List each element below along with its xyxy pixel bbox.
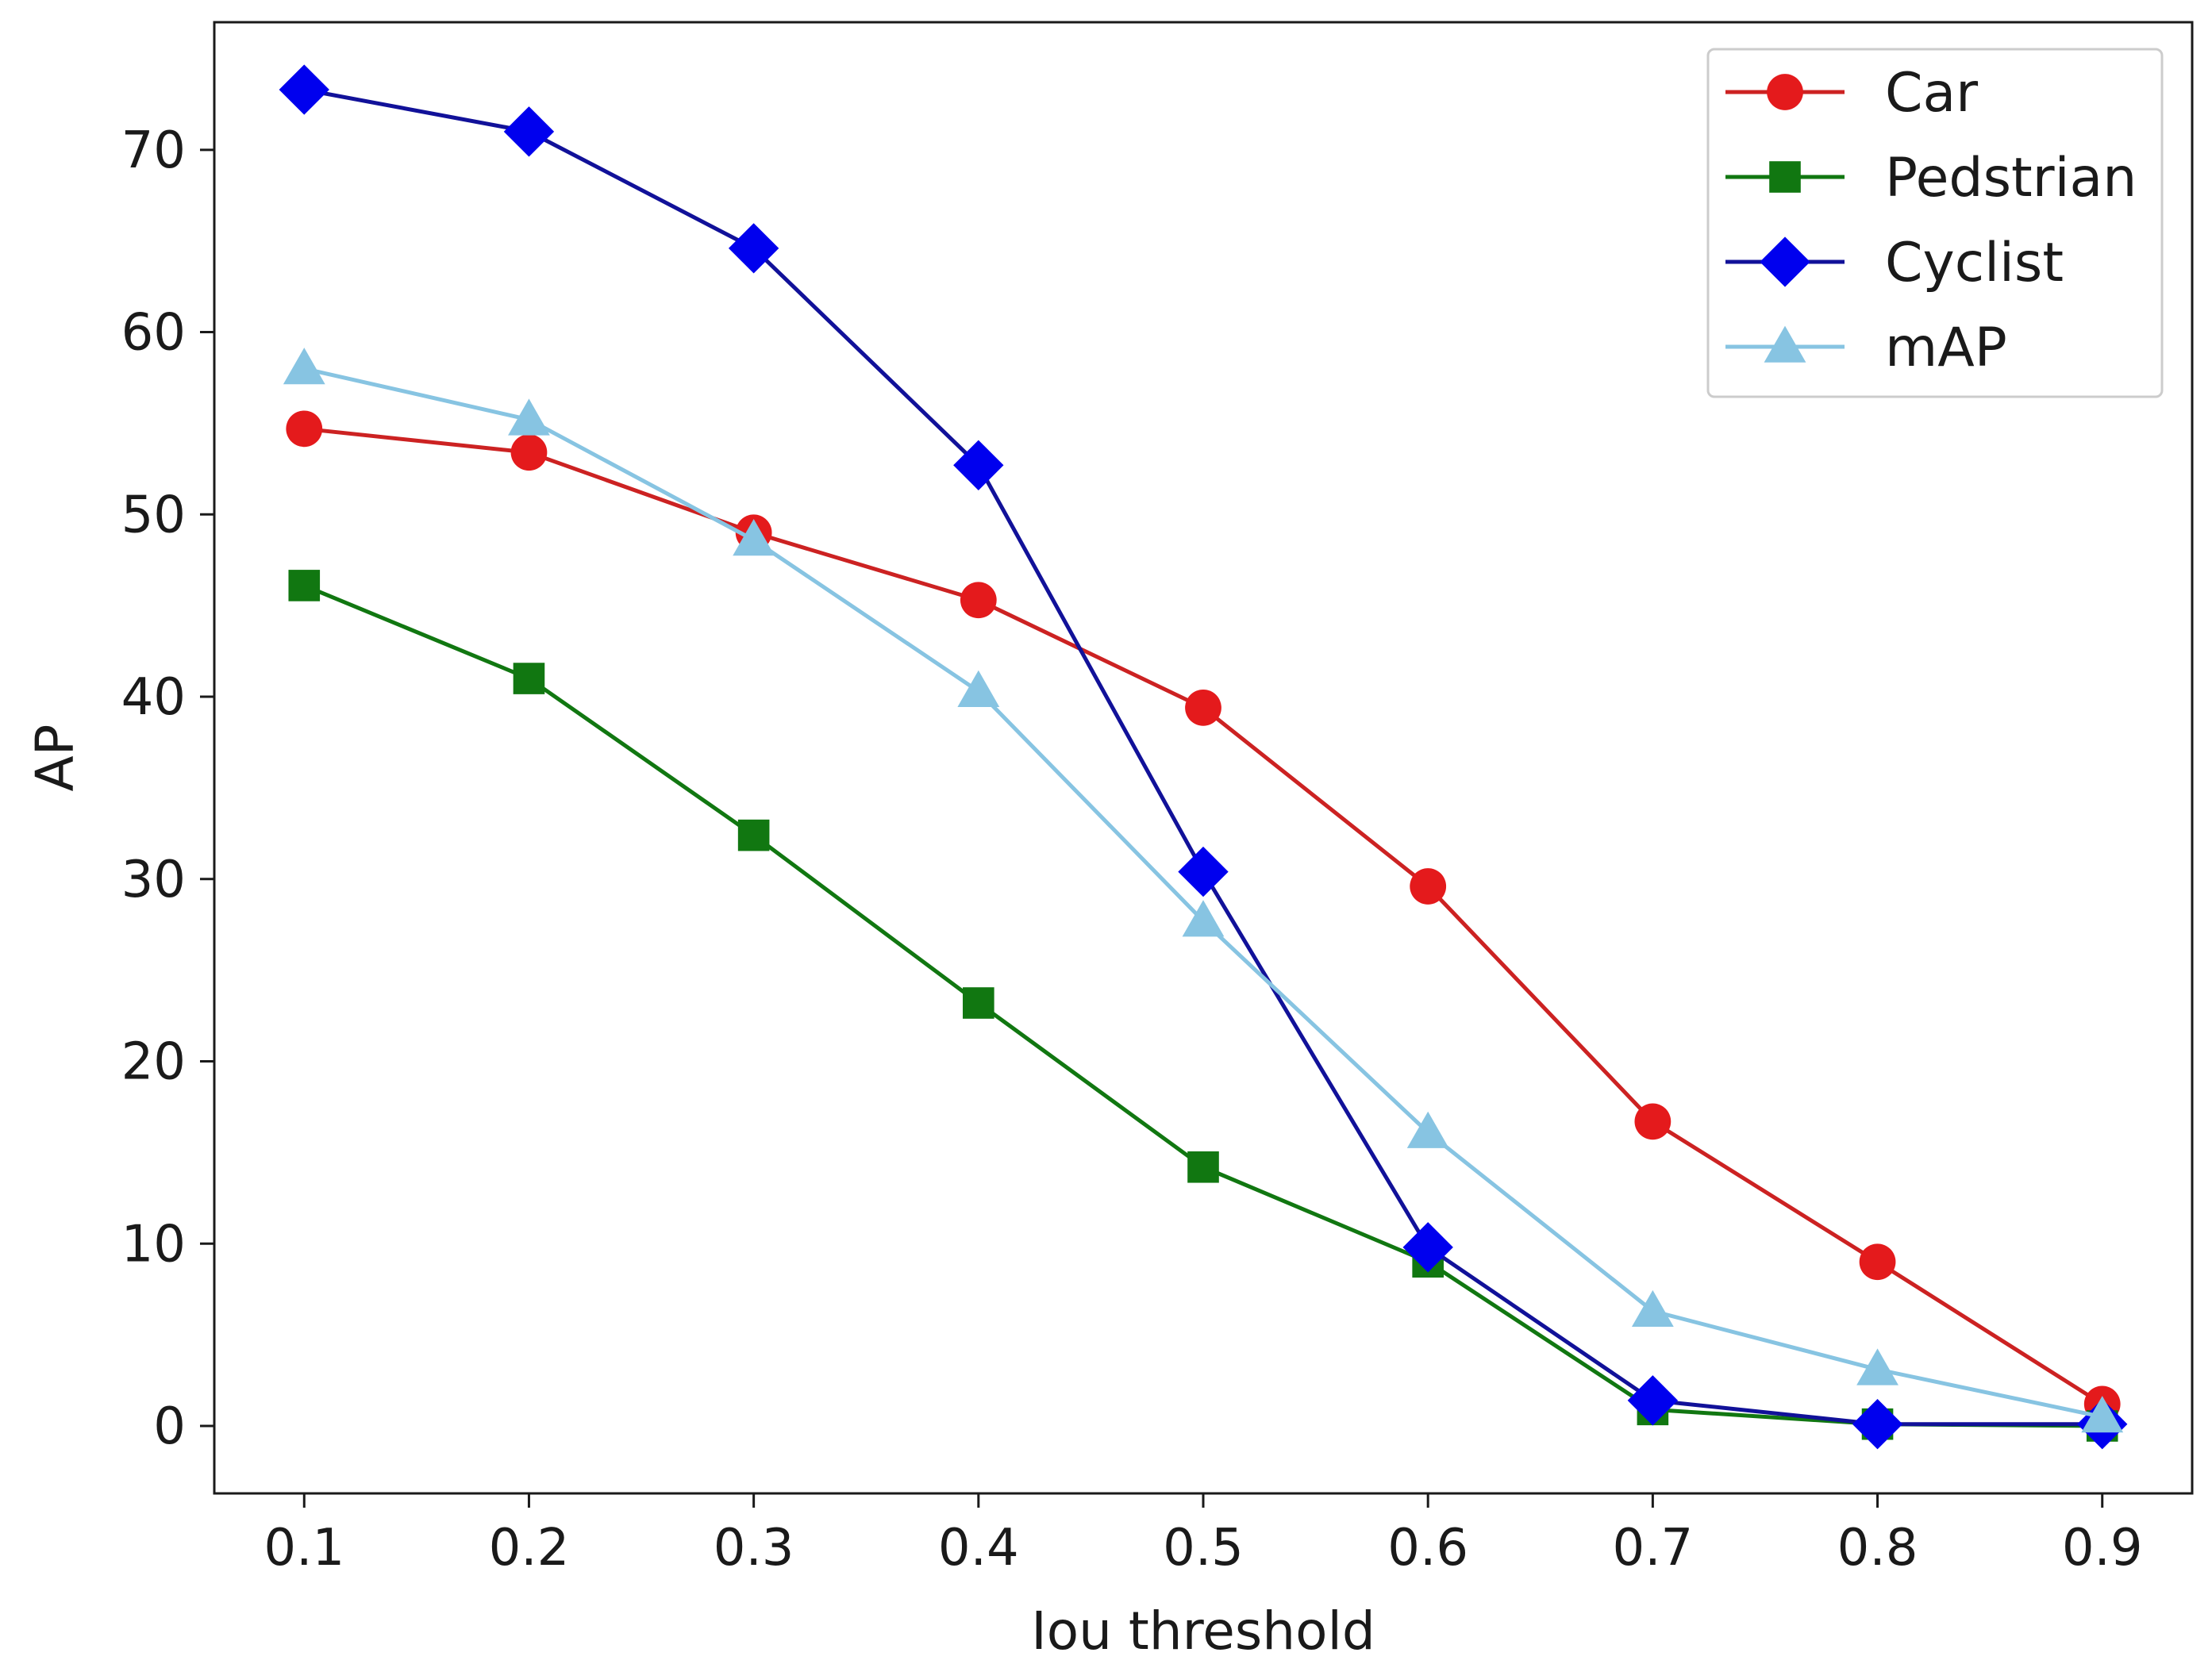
legend-label: Car xyxy=(1885,62,1978,125)
series-map xyxy=(283,348,2124,1433)
y-tick-label: 20 xyxy=(121,1033,186,1092)
x-tick-label: 0.8 xyxy=(1837,1519,1918,1578)
legend-marker xyxy=(1760,236,1810,287)
legend-item: Pedstrian xyxy=(1725,147,2137,209)
legend-marker xyxy=(1769,161,1801,193)
data-point xyxy=(508,398,550,436)
legend-box xyxy=(1706,48,2164,398)
x-tick-label: 0.1 xyxy=(264,1519,344,1578)
data-point xyxy=(279,64,329,115)
data-point xyxy=(1406,1111,1449,1148)
data-point xyxy=(286,410,323,448)
data-point xyxy=(737,819,770,851)
data-point xyxy=(1634,1103,1672,1140)
series-car xyxy=(286,410,2121,1423)
data-point xyxy=(1852,1399,1903,1450)
x-tick-label: 0.6 xyxy=(1387,1519,1468,1578)
data-point xyxy=(510,434,548,471)
series-cyclist xyxy=(279,64,2128,1450)
x-tick-label: 0.7 xyxy=(1612,1519,1693,1578)
data-point xyxy=(1182,900,1225,937)
y-tick-label: 40 xyxy=(121,668,186,727)
x-axis-label: Iou threshold xyxy=(1031,1601,1375,1662)
legend-item: Car xyxy=(1725,62,1978,125)
legend-label: Pedstrian xyxy=(1885,147,2137,209)
y-tick-label: 70 xyxy=(121,121,186,180)
y-tick-label: 60 xyxy=(121,304,186,363)
y-axis: 0 10 20 30 40 50 60 70 xyxy=(121,121,214,1456)
data-point xyxy=(513,663,545,694)
x-axis: 0.1 0.2 0.3 0.4 0.5 0.6 0.7 0.8 0.9 xyxy=(264,1493,2143,1578)
y-axis-label: AP xyxy=(25,724,86,792)
legend-item: mAP xyxy=(1725,317,2007,379)
data-point xyxy=(1410,868,1447,905)
data-point xyxy=(1627,1375,1679,1426)
data-point xyxy=(733,519,775,556)
data-point xyxy=(728,223,779,274)
y-tick-label: 30 xyxy=(121,851,186,909)
y-tick-label: 10 xyxy=(121,1215,186,1274)
x-tick-label: 0.3 xyxy=(714,1519,794,1578)
legend-item: Cyclist xyxy=(1725,232,2064,294)
data-point xyxy=(1859,1243,1896,1281)
legend-marker xyxy=(1764,325,1806,363)
x-tick-label: 0.5 xyxy=(1163,1519,1244,1578)
data-point xyxy=(2081,1396,2124,1433)
data-point xyxy=(1185,689,1221,726)
data-point xyxy=(953,440,1004,490)
data-point xyxy=(1856,1348,1898,1385)
y-tick-label: 50 xyxy=(121,486,186,544)
data-point xyxy=(1402,1222,1453,1273)
data-point xyxy=(963,987,994,1019)
data-point xyxy=(1178,846,1229,897)
legend-label: mAP xyxy=(1885,317,2007,379)
data-point xyxy=(288,570,321,601)
data-point xyxy=(957,670,1000,707)
data-point xyxy=(503,106,555,157)
x-tick-label: 0.4 xyxy=(938,1519,1019,1578)
data-point xyxy=(1631,1289,1674,1328)
legend: Car Pedstrian Cyclist mAP xyxy=(1706,48,2164,398)
plot-area xyxy=(279,64,2128,1450)
x-tick-label: 0.2 xyxy=(489,1519,570,1578)
y-tick-label: 0 xyxy=(153,1397,186,1456)
legend-marker xyxy=(1767,74,1803,110)
data-point xyxy=(283,348,325,385)
data-point xyxy=(1187,1151,1219,1183)
legend-label: Cyclist xyxy=(1885,232,2064,294)
x-tick-label: 0.9 xyxy=(2062,1519,2143,1578)
data-point xyxy=(960,582,997,619)
